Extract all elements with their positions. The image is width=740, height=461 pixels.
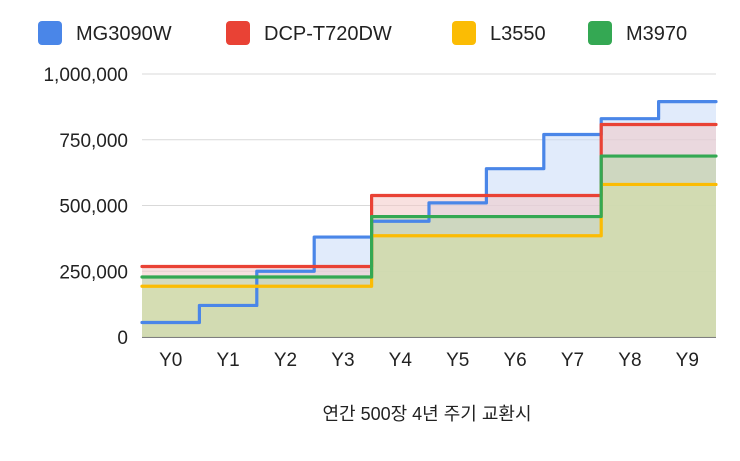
legend-item: L3550 <box>452 21 546 45</box>
y-tick-label: 0 <box>117 328 128 349</box>
legend-item: M3970 <box>588 21 687 45</box>
legend-swatch <box>588 21 612 45</box>
legend-item: MG3090W <box>38 21 172 45</box>
legend-label: L3550 <box>490 23 546 45</box>
legend-swatch <box>226 21 250 45</box>
y-axis-ticks: 0 250,000 500,000 750,000 1,000,000 <box>43 65 128 349</box>
x-tick-label: Y0 <box>159 350 182 371</box>
legend-label: M3970 <box>626 23 687 45</box>
legend: MG3090W DCP-T720DW L3550 M3970 <box>38 21 687 45</box>
legend-item: DCP-T720DW <box>226 21 392 45</box>
legend-swatch <box>38 21 62 45</box>
legend-swatch <box>452 21 476 45</box>
legend-label: DCP-T720DW <box>264 23 392 45</box>
y-tick-label: 750,000 <box>59 131 128 152</box>
series-line-m3970 <box>140 154 718 279</box>
x-axis-title: 연간 500장 4년 주기 교환시 <box>322 404 531 424</box>
legend-label: MG3090W <box>76 23 172 45</box>
y-tick-label: 1,000,000 <box>43 65 128 86</box>
series-line-mg3090w <box>140 100 718 325</box>
y-tick-label: 500,000 <box>59 197 128 218</box>
x-tick-label: Y4 <box>389 350 413 371</box>
x-tick-label: Y2 <box>274 350 297 371</box>
x-axis-ticks: Y0 Y1 Y2 Y3 Y4 Y5 Y6 Y7 Y8 Y9 <box>159 350 699 371</box>
y-tick-label: 250,000 <box>59 262 128 283</box>
series-lines <box>140 100 718 325</box>
x-tick-label: Y1 <box>216 350 239 371</box>
series-line-dcp-t720dw <box>140 122 718 269</box>
x-tick-label: Y7 <box>561 350 584 371</box>
series-area-m3970 <box>142 156 716 337</box>
x-tick-label: Y5 <box>446 350 469 371</box>
x-tick-label: Y8 <box>618 350 641 371</box>
x-tick-label: Y6 <box>503 350 526 371</box>
series-layer <box>140 100 718 338</box>
x-tick-label: Y3 <box>331 350 354 371</box>
x-tick-label: Y9 <box>676 350 699 371</box>
